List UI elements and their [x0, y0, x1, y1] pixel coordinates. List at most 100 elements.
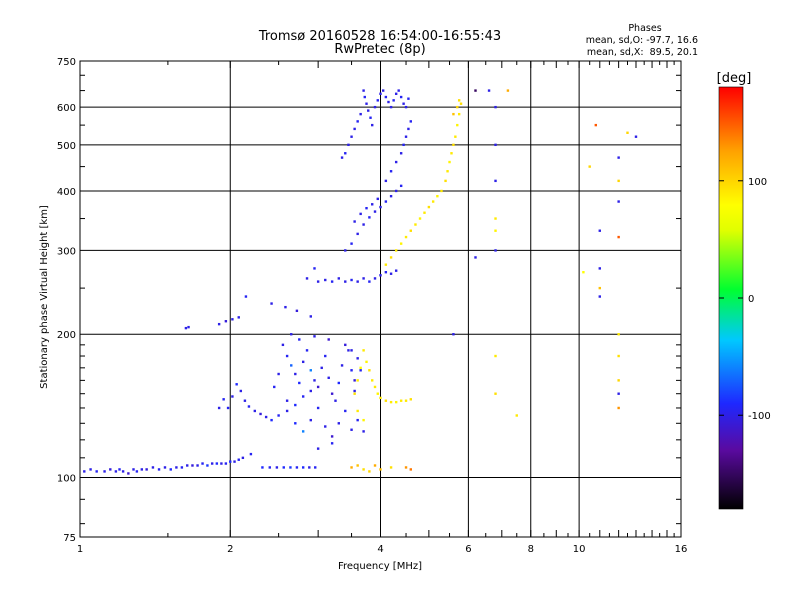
data-point: [169, 468, 172, 471]
data-point: [379, 274, 382, 277]
data-point: [330, 392, 334, 395]
data-point: [282, 466, 285, 469]
data-point: [184, 326, 188, 330]
data-point: [376, 197, 379, 201]
data-point: [384, 271, 388, 274]
data-point: [316, 406, 320, 410]
data-point: [301, 466, 305, 469]
data-point: [394, 400, 398, 404]
data-point: [409, 468, 412, 471]
data-point: [359, 212, 362, 216]
data-point: [356, 280, 359, 283]
data-point: [151, 466, 155, 469]
data-point: [309, 418, 312, 422]
data-point: [233, 460, 236, 463]
data-point: [163, 466, 167, 469]
data-point: [347, 349, 350, 352]
data-point: [220, 462, 223, 465]
data-point: [494, 105, 497, 109]
data-point: [474, 89, 477, 92]
data-point: [350, 428, 353, 431]
data-point: [384, 200, 388, 203]
data-point: [316, 447, 320, 450]
x-tick-label: 2: [227, 544, 233, 555]
data-point: [362, 277, 365, 280]
data-point: [186, 464, 189, 467]
data-point: [617, 333, 620, 336]
data-point: [362, 223, 365, 226]
colorbar-tick-label: -100: [748, 411, 771, 422]
data-point: [237, 458, 240, 461]
data-point: [103, 470, 106, 473]
data-point: [121, 470, 125, 473]
stats-x-line: mean, sd,X: 89.5, 20.1: [587, 47, 698, 58]
data-point: [394, 160, 398, 164]
data-point: [399, 184, 403, 188]
data-point: [175, 466, 178, 469]
data-point: [309, 315, 312, 318]
data-point: [373, 464, 377, 467]
x-axis-label: Frequency [MHz]: [338, 561, 422, 572]
data-point: [359, 366, 362, 370]
data-point: [222, 398, 225, 401]
data-point: [313, 379, 316, 382]
data-point: [431, 200, 435, 203]
data-point: [404, 235, 408, 239]
data-point: [626, 131, 629, 134]
data-point: [373, 385, 377, 389]
data-point: [275, 466, 279, 469]
data-point: [356, 418, 359, 422]
data-point: [235, 383, 238, 386]
data-point: [340, 364, 344, 367]
stats-heading: Phases: [628, 23, 661, 34]
data-point: [389, 105, 393, 109]
data-point: [418, 217, 422, 220]
data-point: [327, 376, 330, 379]
data-point: [284, 305, 287, 309]
data-point: [379, 396, 382, 400]
data-point: [373, 277, 377, 280]
data-point: [617, 392, 620, 395]
data-point: [494, 392, 497, 395]
data-point: [118, 468, 121, 471]
data-point: [389, 170, 393, 173]
data-point: [231, 318, 234, 321]
data-point: [446, 170, 449, 173]
data-point: [215, 462, 219, 465]
data-point: [298, 381, 301, 385]
data-point: [229, 460, 232, 463]
data-point: [353, 379, 356, 382]
data-point: [264, 415, 268, 419]
y-axis-ticks: 75 100 200 300 400 500 600 750: [57, 57, 681, 544]
data-point: [89, 468, 92, 471]
data-point: [389, 256, 393, 259]
data-point: [298, 338, 301, 341]
data-point: [344, 152, 347, 155]
data-point: [456, 105, 459, 109]
data-point: [457, 112, 461, 116]
data-point: [301, 430, 305, 433]
y-axis-label: Stationary phase Virtual Height [km]: [39, 205, 50, 389]
data-point: [376, 99, 379, 102]
data-point: [290, 364, 293, 367]
data-point: [350, 349, 353, 352]
data-point: [506, 89, 510, 92]
data-point: [180, 466, 184, 469]
data-point: [316, 385, 320, 389]
data-point: [206, 464, 209, 467]
data-point: [83, 470, 86, 473]
data-point: [598, 286, 601, 290]
data-point: [387, 100, 390, 104]
data-point: [487, 89, 491, 92]
data-point: [404, 105, 408, 109]
data-point: [140, 468, 144, 471]
data-point: [367, 109, 370, 112]
data-point: [394, 249, 398, 252]
data-point: [359, 369, 362, 372]
data-point: [353, 127, 356, 131]
data-point: [350, 369, 353, 372]
data-point: [365, 102, 368, 105]
data-point: [399, 152, 403, 155]
data-point: [301, 395, 305, 398]
